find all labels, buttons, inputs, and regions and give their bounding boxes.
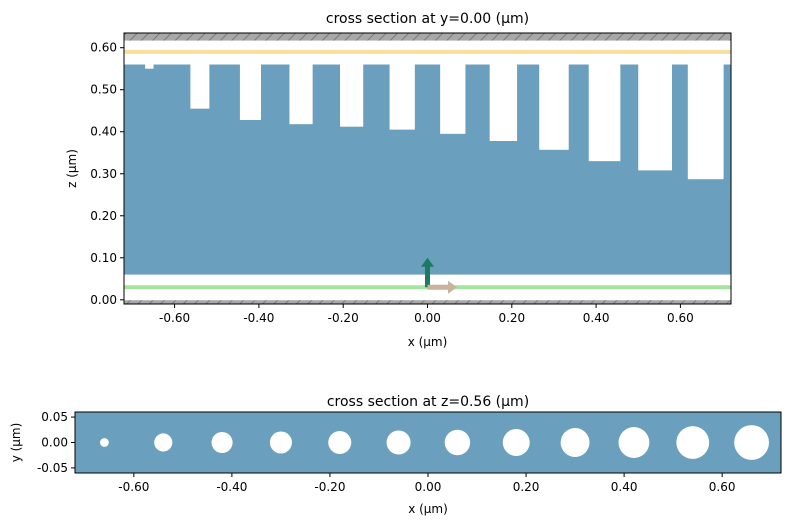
y-tick-label: -0.05 bbox=[37, 461, 68, 475]
material-slab bbox=[124, 64, 731, 275]
hole-circle-1 bbox=[154, 433, 173, 452]
x-tick-label: 0.60 bbox=[667, 311, 694, 325]
hole-circle-2 bbox=[211, 431, 233, 454]
y-tick-label: 0.50 bbox=[90, 83, 117, 97]
hole-cut-4 bbox=[340, 63, 364, 127]
hole-circle-4 bbox=[328, 430, 352, 455]
panel-z-x-axis: -0.60 -0.40 -0.20 0.00 0.20 0.40 0.60 bbox=[118, 473, 736, 494]
hole-cut-8 bbox=[539, 63, 569, 150]
polarization-arrow-shape bbox=[427, 280, 458, 294]
x-tick-label: -0.60 bbox=[118, 480, 149, 494]
panel-y-ylabel: z (μm) bbox=[65, 149, 79, 188]
hole-circle-11 bbox=[734, 425, 769, 460]
panel-y-title: cross section at y=0.00 (μm) bbox=[326, 11, 529, 27]
hole-circle-6 bbox=[444, 429, 471, 456]
y-tick-label: 0.10 bbox=[90, 251, 117, 265]
x-tick-label: -0.60 bbox=[159, 311, 190, 325]
x-tick-label: -0.40 bbox=[243, 311, 274, 325]
panel-y-plot-area bbox=[124, 33, 731, 304]
hole-circle-7 bbox=[502, 429, 530, 456]
hole-circle-3 bbox=[269, 431, 292, 454]
x-tick-label: 0.60 bbox=[709, 480, 736, 494]
x-tick-label: 0.20 bbox=[498, 311, 525, 325]
panel-z-plot-area bbox=[100, 425, 769, 460]
polarization-arrow bbox=[427, 280, 458, 294]
panel-y-y-axis: 0.00 0.10 0.20 0.30 0.40 0.50 0.60 bbox=[90, 41, 124, 307]
injection-direction-arrow-shape bbox=[421, 257, 434, 288]
x-tick-label: 0.40 bbox=[611, 480, 638, 494]
hole-cut-0 bbox=[145, 63, 154, 69]
y-tick-label: 0.00 bbox=[41, 436, 68, 450]
hole-cut-5 bbox=[389, 63, 415, 130]
panel-z-xlabel: x (μm) bbox=[408, 502, 448, 516]
x-tick-label: 0.00 bbox=[415, 480, 442, 494]
x-tick-label: 0.20 bbox=[513, 480, 540, 494]
hole-cut-9 bbox=[588, 63, 621, 162]
hole-cut-11 bbox=[687, 63, 724, 180]
panel-y-x-axis: -0.60 -0.40 -0.20 0.00 0.20 0.40 0.60 bbox=[159, 304, 694, 325]
hole-cut-1 bbox=[190, 63, 210, 109]
hole-cut-6 bbox=[440, 63, 466, 134]
hole-circle-9 bbox=[618, 427, 650, 458]
y-tick-label: 0.05 bbox=[41, 410, 68, 424]
panel-z-title: cross section at z=0.56 (μm) bbox=[327, 394, 529, 410]
hole-cut-2 bbox=[239, 63, 261, 120]
panel-y-section: cross section at y=0.00 (μm) -0.60 -0.40-… bbox=[65, 11, 732, 349]
panel-z-section: cross section at z=0.56 (μm) -0.60 -0.40-… bbox=[9, 394, 782, 516]
y-tick-label: 0.40 bbox=[90, 125, 117, 139]
x-tick-label: -0.40 bbox=[216, 480, 247, 494]
y-tick-label: 0.60 bbox=[90, 41, 117, 55]
boundary-bottom-hatch bbox=[124, 300, 731, 304]
panel-z-background bbox=[75, 412, 781, 473]
x-tick-label: 0.00 bbox=[414, 311, 441, 325]
boundary-top-hatch bbox=[124, 33, 731, 41]
hole-cut-7 bbox=[489, 63, 518, 141]
y-tick-label: 0.30 bbox=[90, 167, 117, 181]
hole-circle-8 bbox=[560, 428, 590, 457]
hole-cut-3 bbox=[289, 63, 313, 125]
y-tick-label: 0.00 bbox=[90, 293, 117, 307]
injection-direction-arrow bbox=[421, 257, 434, 288]
hole-circle-0 bbox=[100, 438, 109, 447]
x-tick-label: -0.20 bbox=[314, 480, 345, 494]
hole-circle-10 bbox=[676, 426, 710, 459]
panel-z-y-axis: -0.05 0.00 0.05 bbox=[37, 410, 75, 475]
hole-circle-5 bbox=[386, 430, 411, 455]
panel-y-xlabel: x (μm) bbox=[408, 335, 448, 349]
y-tick-label: 0.20 bbox=[90, 209, 117, 223]
x-tick-label: -0.20 bbox=[328, 311, 359, 325]
hole-cut-10 bbox=[638, 63, 672, 171]
panel-z-ylabel: y (μm) bbox=[9, 423, 23, 463]
x-tick-label: 0.40 bbox=[583, 311, 610, 325]
